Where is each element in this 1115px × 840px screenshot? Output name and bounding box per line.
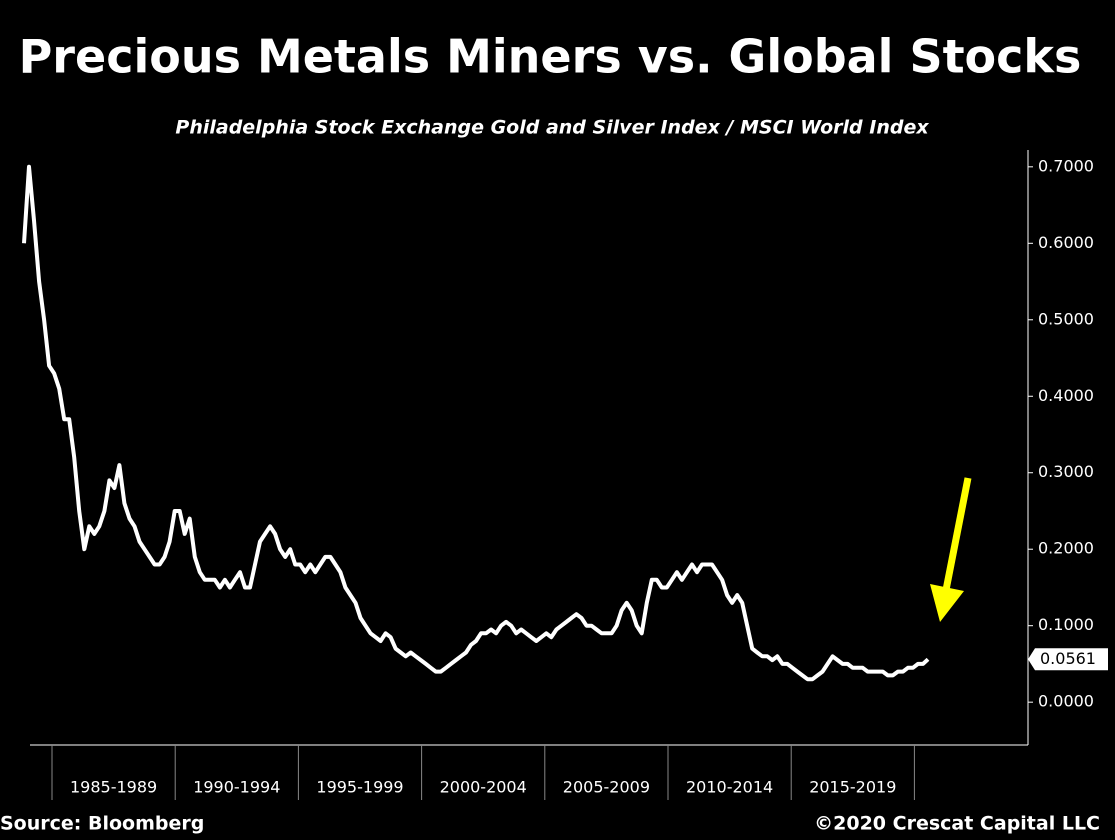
x-tick-label: 1995-1999 — [316, 778, 403, 797]
x-tick-label: 1985-1989 — [70, 778, 157, 797]
y-tick-label: 0.0000 — [1038, 692, 1094, 711]
series-line — [22, 164, 930, 682]
arrow-shaft — [942, 477, 972, 591]
y-tick-label: 0.7000 — [1038, 156, 1094, 175]
x-tick-label: 2015-2019 — [809, 778, 896, 797]
arrow — [930, 477, 972, 622]
y-tick-label: 0.1000 — [1038, 615, 1094, 634]
chart-subtitle: Philadelphia Stock Exchange Gold and Sil… — [175, 117, 929, 139]
y-tick-label: 0.2000 — [1038, 539, 1094, 558]
y-tick-label: 0.4000 — [1038, 386, 1094, 405]
y-tick-label: 0.6000 — [1038, 233, 1094, 252]
arrow-head — [930, 584, 964, 622]
source: Source: Bloomberg — [0, 813, 204, 835]
x-tick-label: 2010-2014 — [686, 778, 773, 797]
y-tick-label: 0.3000 — [1038, 462, 1094, 481]
x-tick-label: 2000-2004 — [440, 778, 527, 797]
x-tick-label: 2005-2009 — [563, 778, 650, 797]
y-tick-label: 0.5000 — [1038, 309, 1094, 328]
x-tick-label: 1990-1994 — [193, 778, 280, 797]
chart-title: Precious Metals Miners vs. Global Stocks — [19, 30, 1082, 84]
end-label-tag — [1028, 648, 1108, 671]
end-label: 0.0561 — [1040, 649, 1096, 668]
credit: ©2020 Crescat Capital LLC — [814, 813, 1100, 835]
